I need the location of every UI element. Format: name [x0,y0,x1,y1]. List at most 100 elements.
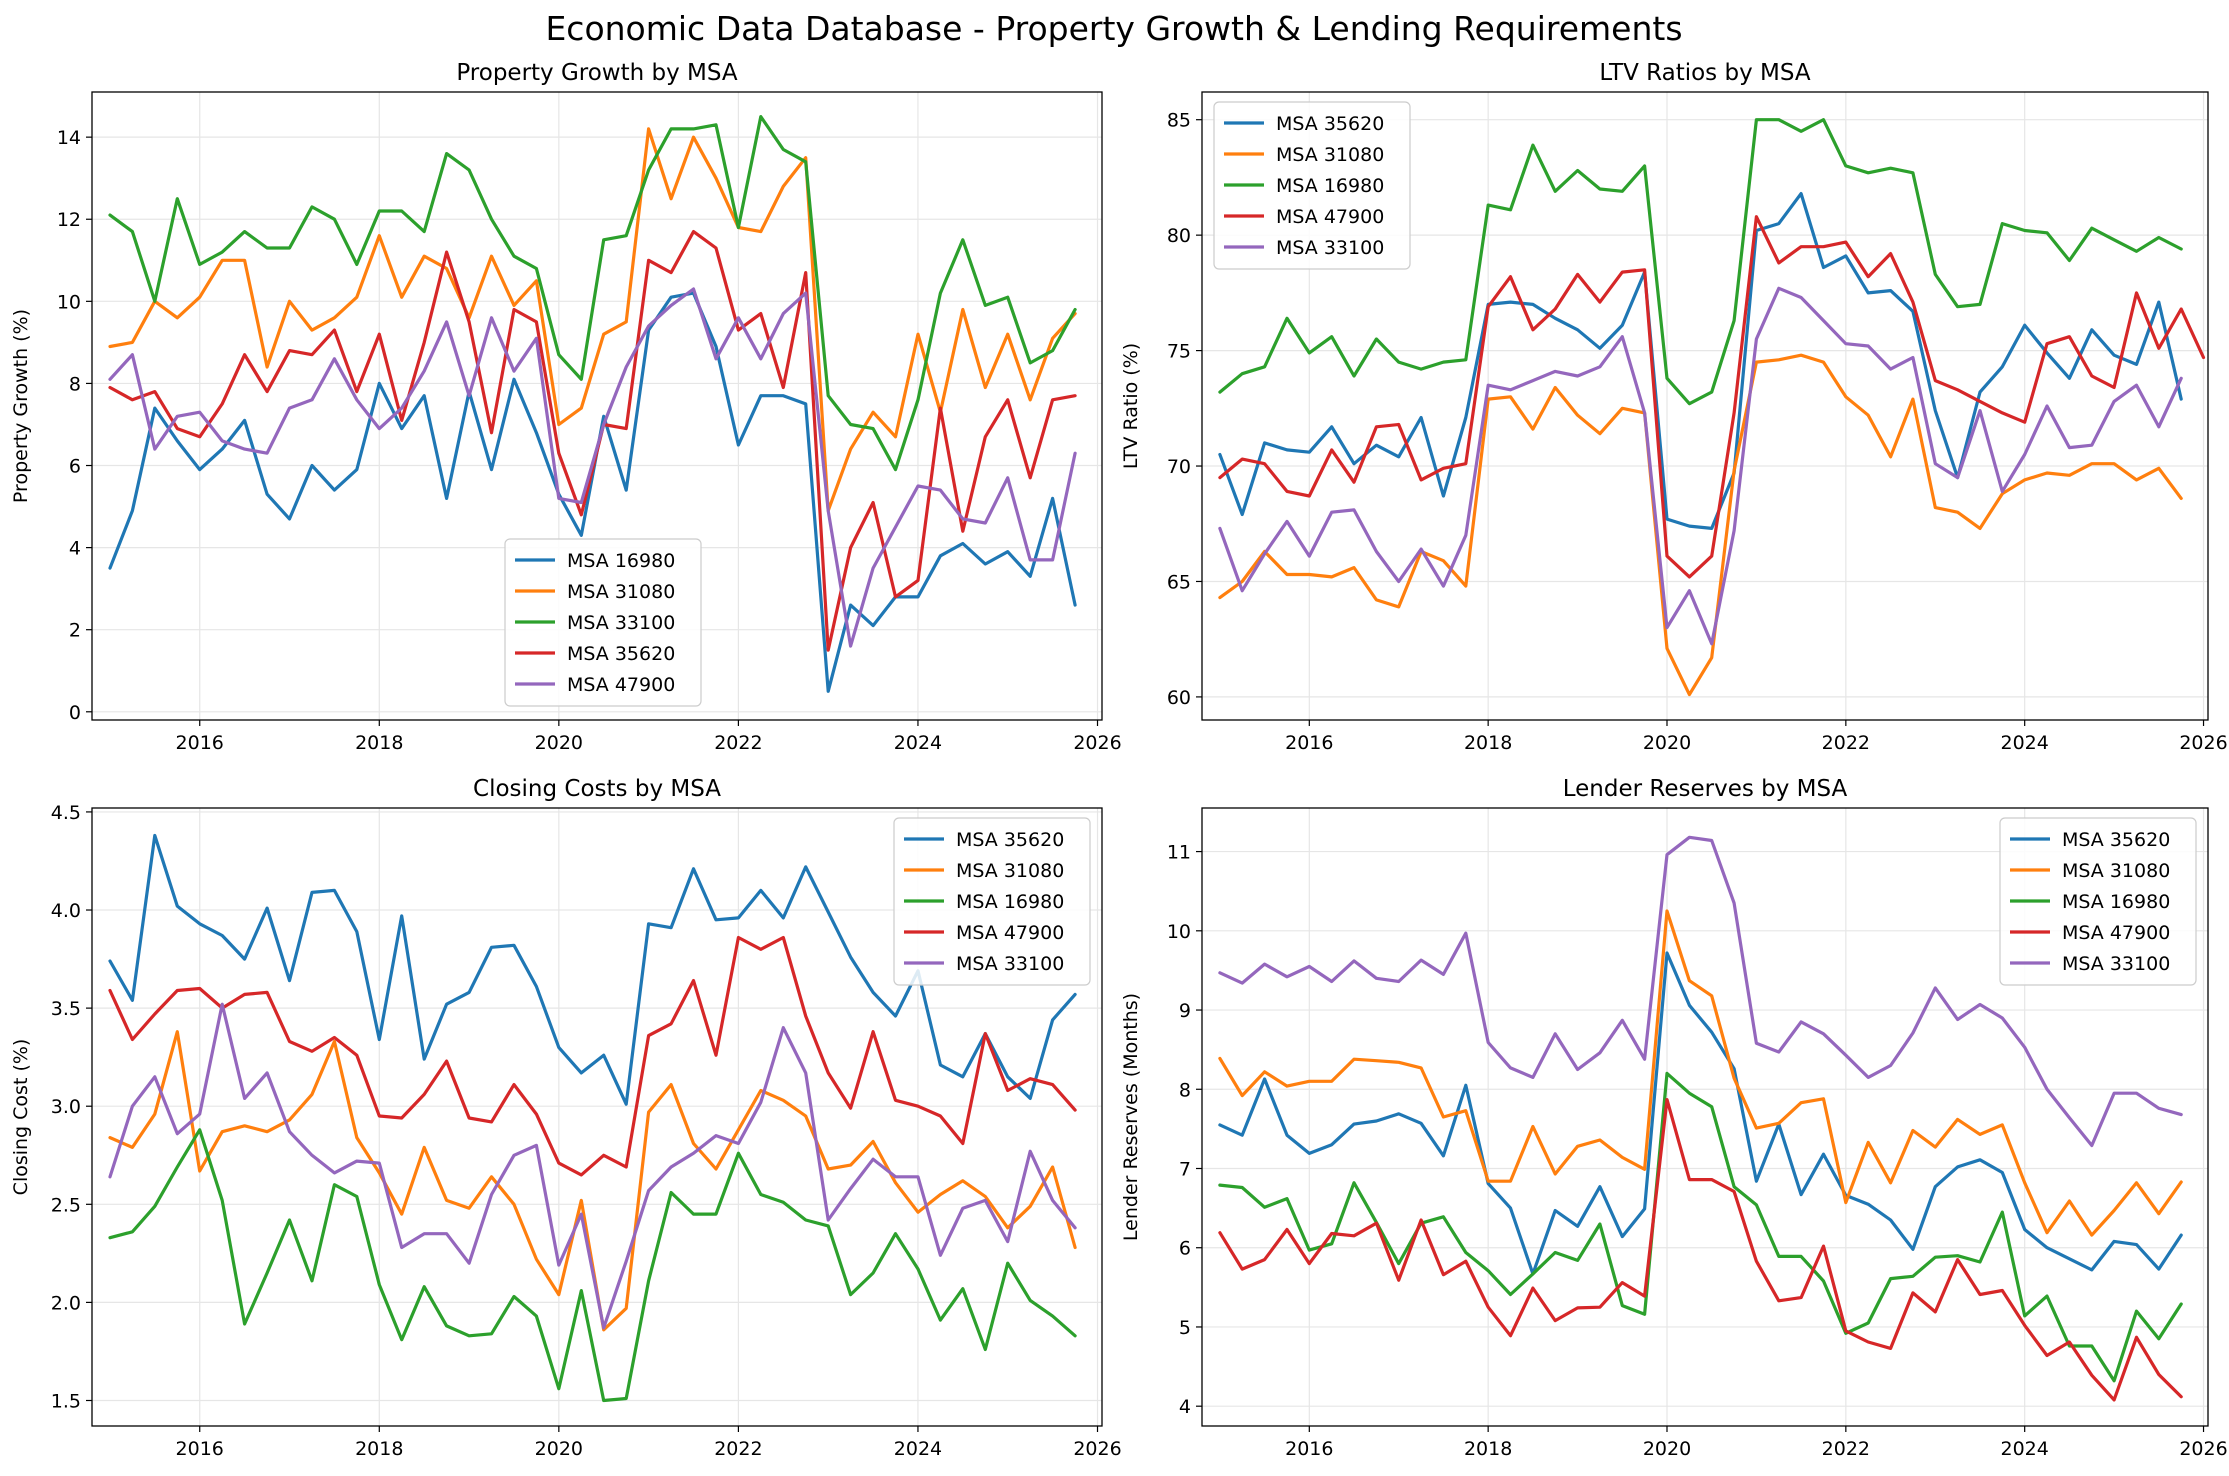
legend-frame [504,538,702,707]
series-line-msa-16980 [1218,118,2183,406]
y-tick-label: 4 [1179,1396,1191,1418]
x-tick-label: 2024 [894,732,942,754]
legend-label: MSA 47900 [567,674,675,696]
legend-label: MSA 33100 [956,953,1064,975]
chart-panel-3: 2016 2018 2020 2022 2024 2026 1.5 2.0 2.5 3.0 3.5 4… [10,776,1122,1460]
x-tick-label: 2024 [2001,1438,2049,1460]
y-tick-label: 6 [1179,1238,1191,1260]
x-tick-label: 2020 [535,732,583,754]
chart-title: Lender Reserves by MSA [1563,776,1848,802]
legend-label: MSA 16980 [2062,891,2170,913]
legend-frame [1213,101,1411,270]
x-tick-label: 2026 [2179,1438,2227,1460]
y-tick-label: 5 [1179,1317,1191,1339]
legend: MSA 35620 MSA 31080 MSA 16980 MSA 47900 MSA … [1213,101,1411,270]
chart-title: Closing Costs by MSA [473,776,721,802]
axes-frame [1201,807,2209,1427]
y-axis-label: Property Growth (%) [10,309,32,503]
y-tick-label: 3.5 [51,998,81,1020]
y-tick-label: 2.5 [51,1194,81,1216]
axes-frame [91,807,1103,1427]
x-tick-label: 2020 [535,1438,583,1460]
legend-label: MSA 16980 [1276,175,1384,197]
legend-label: MSA 16980 [956,891,1064,913]
series-line-msa-47900 [1218,1097,2183,1402]
legend-label: MSA 33100 [1276,237,1384,259]
series-line-msa-35620 [108,230,1077,652]
series-line-msa-16980 [108,1128,1077,1403]
x-tick-label: 2018 [355,1438,403,1460]
y-tick-label: 11 [1167,842,1191,864]
x-tick-label: 2016 [176,732,224,754]
y-tick-label: 10 [57,291,81,313]
axes-frame [1201,91,2209,721]
legend-frame [1999,817,2197,986]
legend-label: MSA 47900 [1276,206,1384,228]
y-tick-label: 8 [1179,1079,1191,1101]
x-tick-label: 2026 [1073,732,1121,754]
legend-label: MSA 31080 [956,860,1064,882]
y-tick-label: 60 [1167,687,1191,709]
legend-label: MSA 35620 [956,829,1064,851]
legend-label: MSA 35620 [567,643,675,665]
series-lines [1218,835,2183,1402]
series-line-msa-47900 [108,935,1077,1177]
y-tick-label: 2 [69,620,81,642]
series-line-msa-33100 [108,1002,1077,1330]
y-tick-label: 2.0 [51,1292,81,1314]
chart-panel-4: 2016 2018 2020 2022 2024 2026 4 5 6 7 8 9 10 11 Lender… [1120,776,2228,1460]
legend: MSA 35620 MSA 31080 MSA 16980 MSA 47900 MSA … [893,817,1091,986]
series-line-msa-31080 [1218,353,2183,697]
y-tick-label: 80 [1167,225,1191,247]
x-tick-label: 2022 [1822,1438,1870,1460]
chart-title: Property Growth by MSA [456,60,738,86]
y-tick-label: 4 [69,538,81,560]
series-line-msa-35620 [1218,192,2183,531]
y-axis-label: LTV Ratio (%) [1120,343,1142,469]
legend-label: MSA 33100 [2062,953,2170,975]
legend-label: MSA 33100 [567,612,675,634]
series-line-msa-33100 [1218,835,2183,1148]
y-tick-label: 1.5 [51,1390,81,1412]
series-line-msa-33100 [1218,286,2183,646]
y-tick-label: 85 [1167,110,1191,132]
y-tick-label: 4.5 [51,802,81,824]
series-line-msa-47900 [1218,215,2206,579]
x-tick-label: 2020 [1643,732,1691,754]
x-tick-label: 2024 [894,1438,942,1460]
y-tick-label: 70 [1167,456,1191,478]
x-tick-label: 2022 [714,732,762,754]
x-tick-label: 2020 [1643,1438,1691,1460]
x-tick-label: 2016 [176,1438,224,1460]
y-tick-label: 7 [1179,1159,1191,1181]
y-tick-label: 65 [1167,571,1191,593]
legend-label: MSA 31080 [1276,144,1384,166]
legend-label: MSA 47900 [956,922,1064,944]
series-lines [108,114,1077,693]
y-tick-label: 75 [1167,341,1191,363]
series-line-msa-31080 [108,127,1077,513]
series-line-msa-33100 [108,114,1077,472]
legend: MSA 35620 MSA 31080 MSA 16980 MSA 47900 MSA … [1999,817,2197,986]
legend-label: MSA 35620 [2062,829,2170,851]
series-line-msa-35620 [1218,951,2183,1276]
series-line-msa-31080 [1218,909,2183,1237]
y-tick-label: 14 [57,127,81,149]
series-line-msa-47900 [108,287,1077,648]
legend-label: MSA 16980 [567,550,675,572]
legend: MSA 16980 MSA 31080 MSA 33100 MSA 35620 MSA … [504,538,702,707]
x-tick-label: 2026 [2179,732,2227,754]
y-tick-label: 10 [1167,921,1191,943]
y-tick-label: 12 [57,209,81,231]
x-tick-label: 2022 [714,1438,762,1460]
chart-panel-2: 2016 2018 2020 2022 2024 2026 60 65 70 75 80 85 LTV … [1120,60,2228,754]
y-axis-label: Lender Reserves (Months) [1120,993,1142,1241]
x-tick-label: 2024 [2001,732,2049,754]
x-tick-label: 2026 [1073,1438,1121,1460]
x-tick-label: 2018 [355,732,403,754]
y-tick-label: 8 [69,373,81,395]
y-tick-label: 6 [69,456,81,478]
legend-label: MSA 47900 [2062,922,2170,944]
